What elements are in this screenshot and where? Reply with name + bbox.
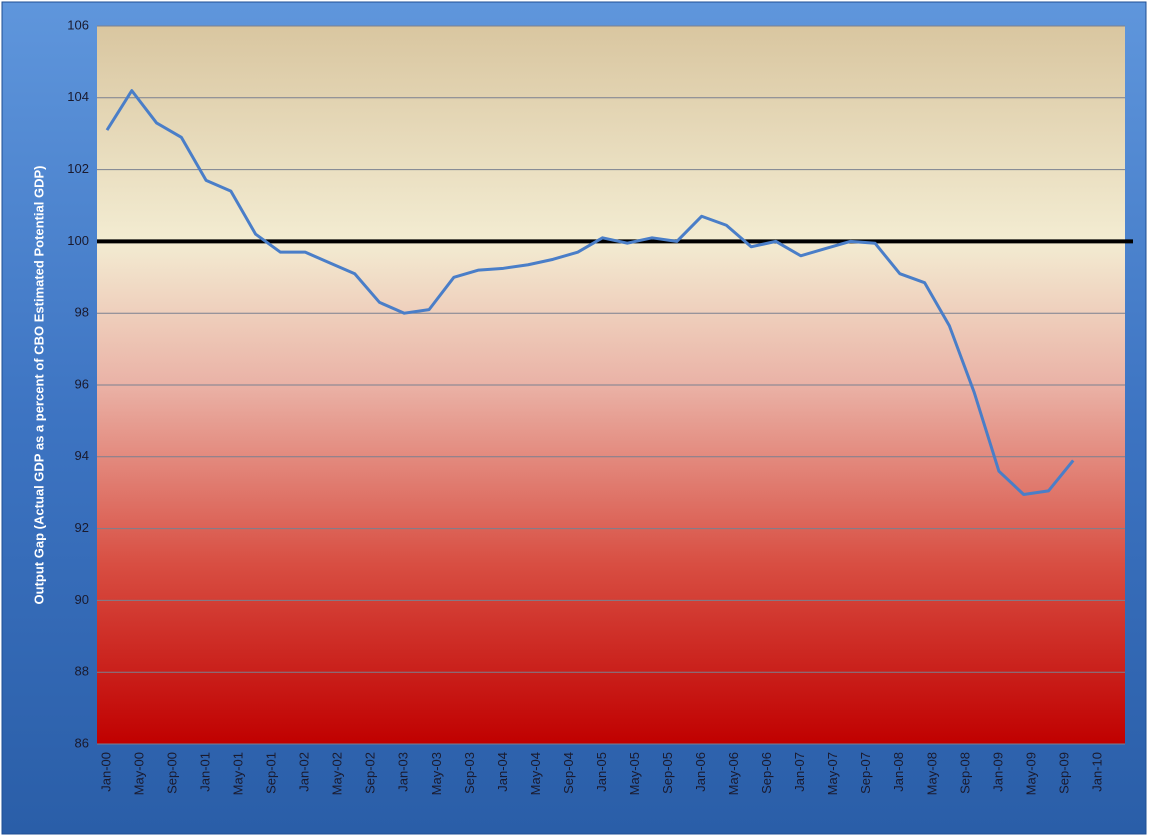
x-tick-label: Sep-01 bbox=[264, 752, 279, 794]
x-tick-label: Sep-05 bbox=[660, 752, 675, 794]
x-tick-label: Jan-04 bbox=[495, 752, 510, 792]
x-tick-label: May-03 bbox=[429, 752, 444, 795]
y-tick-label: 98 bbox=[75, 305, 89, 320]
y-tick-label: 90 bbox=[75, 592, 89, 607]
x-tick-label: Sep-06 bbox=[759, 752, 774, 794]
x-tick-label: May-04 bbox=[528, 752, 543, 795]
x-tick-label: May-08 bbox=[924, 752, 939, 795]
x-tick-label: Jan-09 bbox=[990, 752, 1005, 792]
x-tick-label: Jan-00 bbox=[98, 752, 113, 792]
x-tick-label: May-05 bbox=[627, 752, 642, 795]
x-tick-label: May-02 bbox=[330, 752, 345, 795]
y-tick-label: 100 bbox=[67, 233, 89, 248]
x-tick-label: Jan-05 bbox=[594, 752, 609, 792]
x-tick-label: Jan-07 bbox=[792, 752, 807, 792]
y-tick-label: 86 bbox=[75, 735, 89, 750]
x-tick-label: Jan-02 bbox=[297, 752, 312, 792]
x-tick-label: Sep-02 bbox=[363, 752, 378, 794]
x-tick-label: Sep-08 bbox=[957, 752, 972, 794]
x-tick-label: Sep-09 bbox=[1056, 752, 1071, 794]
y-tick-label: 102 bbox=[67, 161, 89, 176]
y-tick-label: 92 bbox=[75, 520, 89, 535]
y-tick-label: 106 bbox=[67, 17, 89, 32]
x-tick-label: May-07 bbox=[825, 752, 840, 795]
x-tick-label: Sep-04 bbox=[561, 752, 576, 794]
x-tick-label: May-00 bbox=[131, 752, 146, 795]
x-tick-label: May-06 bbox=[726, 752, 741, 795]
y-axis-title: Output Gap (Actual GDP as a percent of C… bbox=[31, 166, 46, 605]
x-tick-label: Jan-08 bbox=[891, 752, 906, 792]
x-tick-label: Jan-01 bbox=[198, 752, 213, 792]
x-tick-label: Jan-10 bbox=[1089, 752, 1104, 792]
x-tick-label: May-01 bbox=[231, 752, 246, 795]
line-series bbox=[105, 89, 1075, 496]
x-tick-label: Sep-00 bbox=[165, 752, 180, 794]
x-tick-label: May-09 bbox=[1023, 752, 1038, 795]
x-tick-label: Sep-07 bbox=[858, 752, 873, 794]
x-tick-label: Jan-06 bbox=[693, 752, 708, 792]
y-tick-label: 94 bbox=[75, 448, 89, 463]
x-tick-label: Sep-03 bbox=[462, 752, 477, 794]
y-tick-label: 96 bbox=[75, 376, 89, 391]
y-tick-label: 104 bbox=[67, 89, 89, 104]
y-tick-label: 88 bbox=[75, 664, 89, 679]
x-tick-label: Jan-03 bbox=[396, 752, 411, 792]
